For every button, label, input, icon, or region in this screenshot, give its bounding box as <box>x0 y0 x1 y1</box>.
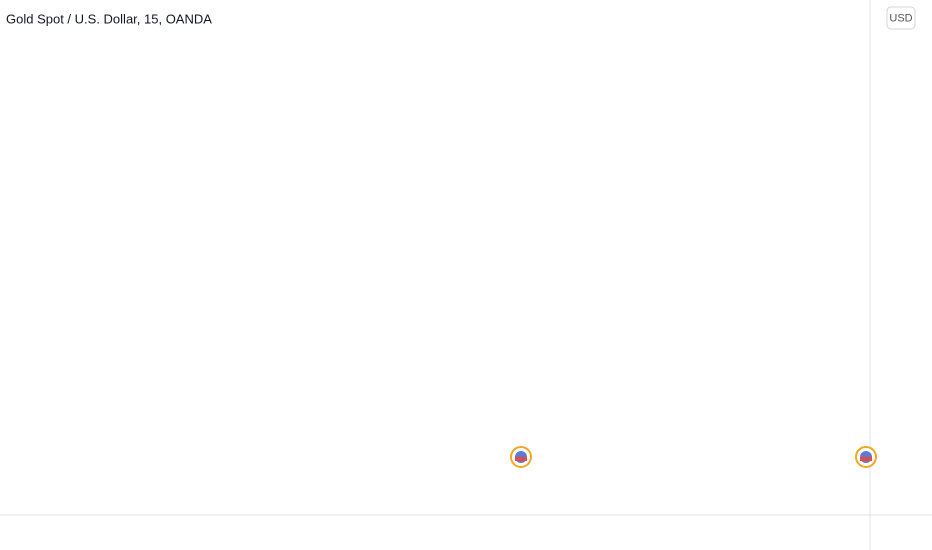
event-icon[interactable] <box>855 446 877 468</box>
currency[interactable]: USD <box>889 12 912 24</box>
currency-button[interactable] <box>886 6 916 30</box>
chart-title: Gold Spot / U.S. Dollar, 15, OANDA <box>6 11 212 26</box>
event-icon[interactable] <box>510 446 532 468</box>
